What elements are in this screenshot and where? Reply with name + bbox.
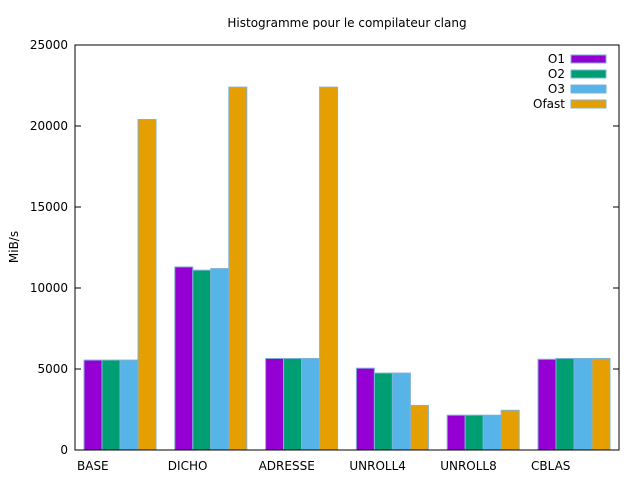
- x-tick-label: BASE: [77, 459, 109, 473]
- legend-swatch: [570, 84, 607, 94]
- legend-label: O2: [548, 67, 565, 81]
- bar-ofast-adresse: [319, 86, 339, 451]
- bar-o2-base: [101, 359, 121, 451]
- y-tick-label: 25000: [30, 38, 68, 52]
- legend-label: O3: [548, 82, 565, 96]
- bar-o3-dicho: [210, 268, 230, 451]
- legend-swatch: [570, 54, 607, 64]
- bar-ofast-unroll4: [409, 404, 429, 451]
- x-tick-label: DICHO: [168, 459, 208, 473]
- bar-o2-unroll4: [373, 372, 393, 451]
- legend-swatch: [570, 99, 607, 109]
- bar-o1-base: [83, 359, 103, 451]
- bar-o2-adresse: [283, 357, 303, 451]
- bar-o3-unroll4: [391, 372, 411, 451]
- plot-frame: [74, 44, 620, 451]
- y-tick-label: 20000: [30, 119, 68, 133]
- bar-o1-unroll4: [355, 367, 375, 451]
- legend-label: O1: [548, 52, 565, 66]
- y-tick-label: 0: [60, 443, 68, 457]
- bar-o1-cblas: [537, 358, 557, 451]
- bar-o3-unroll8: [482, 414, 502, 451]
- x-tick-label: CBLAS: [531, 459, 570, 473]
- x-tick-label: ADRESSE: [259, 459, 315, 473]
- bars: [83, 86, 611, 451]
- bar-o2-cblas: [555, 357, 575, 451]
- y-tick-label: 5000: [37, 362, 68, 376]
- bar-o2-unroll8: [464, 414, 484, 451]
- bar-ofast-cblas: [591, 357, 611, 451]
- bar-o2-dicho: [192, 269, 212, 451]
- bar-o3-adresse: [301, 357, 321, 451]
- x-tick-label: UNROLL4: [349, 459, 406, 473]
- chart-title: Histogramme pour le compilateur clang: [227, 16, 466, 30]
- y-axis-label: MiB/s: [7, 231, 21, 263]
- bar-o3-cblas: [573, 357, 593, 451]
- bar-ofast-base: [137, 119, 157, 451]
- bar-o3-base: [119, 359, 139, 451]
- bar-ofast-unroll8: [500, 409, 520, 451]
- bar-o1-dicho: [174, 266, 194, 451]
- y-axis-ticks: 0 5000 10000 15000 20000 25000: [30, 38, 619, 457]
- bar-o1-adresse: [265, 357, 285, 451]
- bar-ofast-dicho: [228, 86, 248, 451]
- y-tick-label: 10000: [30, 281, 68, 295]
- x-axis-ticks: BASE DICHO ADRESSE UNROLL4 UNROLL8 CBLAS: [77, 459, 570, 473]
- y-tick-label: 15000: [30, 200, 68, 214]
- bar-o1-unroll8: [446, 414, 466, 451]
- legend-swatch: [570, 69, 607, 79]
- legend-label: Ofast: [533, 97, 565, 111]
- x-tick-label: UNROLL8: [440, 459, 497, 473]
